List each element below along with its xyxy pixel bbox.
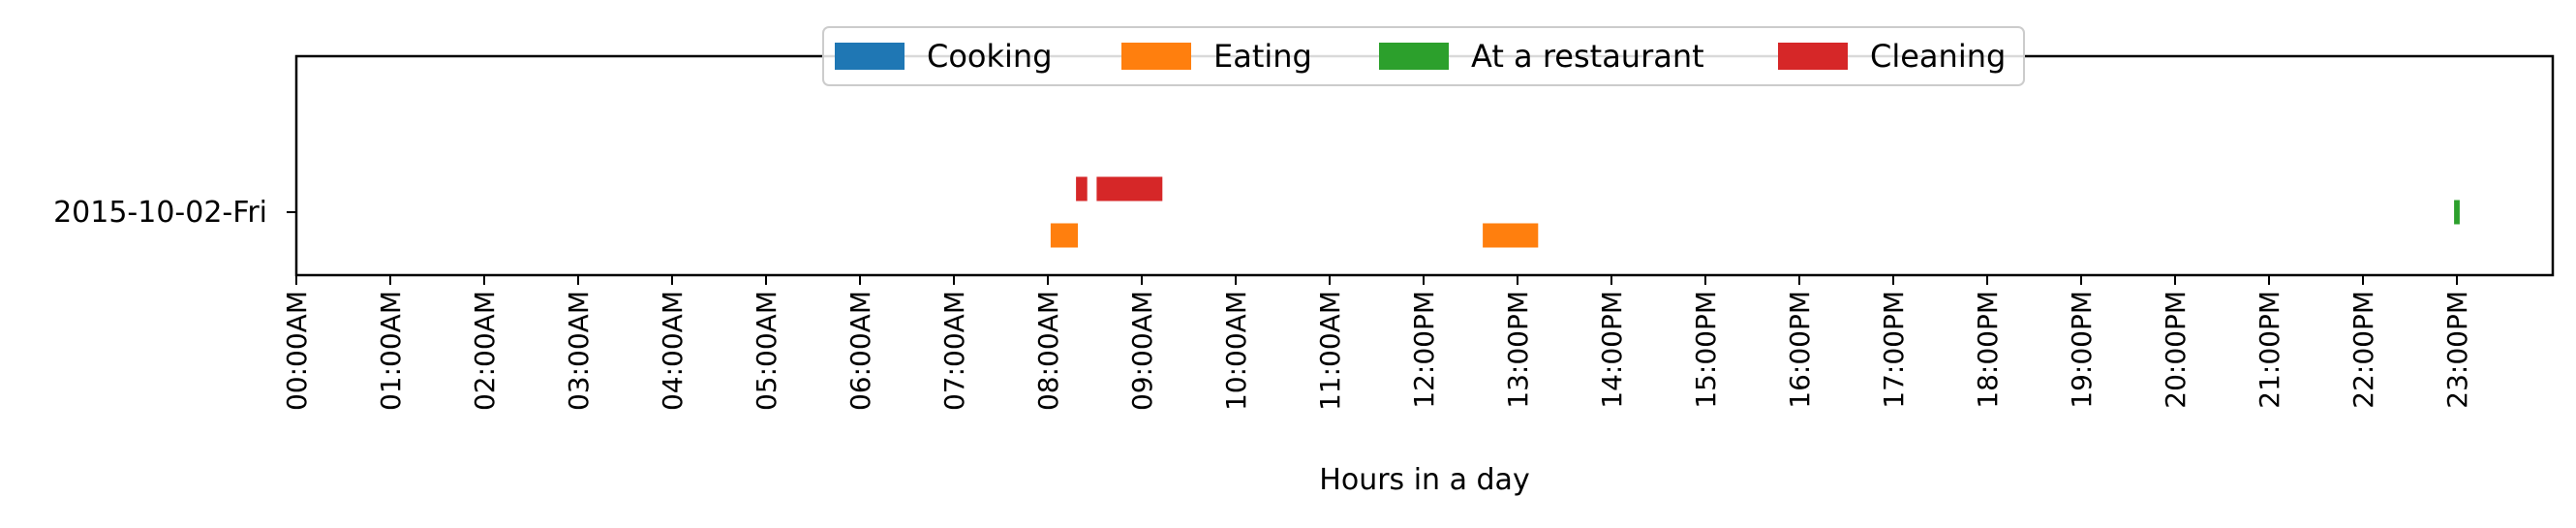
x-tick-label: 00:00AM: [281, 291, 313, 411]
x-tick-label: 21:00PM: [2254, 291, 2285, 409]
x-axis-label: Hours in a day: [1319, 463, 1529, 497]
legend-label: Eating: [1213, 38, 1312, 75]
plot-frame: [294, 54, 2555, 277]
x-tick-label: 20:00PM: [2160, 291, 2192, 409]
x-tick-label: 02:00AM: [469, 291, 501, 411]
bar-cleaning-1: [1096, 176, 1163, 202]
legend-swatch-cleaning: [1778, 43, 1848, 70]
x-tick-label: 10:00AM: [1220, 291, 1252, 411]
legend-swatch-cooking: [835, 43, 905, 70]
x-tick-label: 01:00AM: [375, 291, 407, 411]
bar-cleaning-0: [1076, 176, 1088, 202]
x-tick-label: 19:00PM: [2066, 291, 2098, 409]
x-tick-label: 04:00AM: [657, 291, 689, 411]
x-tick-label: 08:00AM: [1032, 291, 1064, 411]
x-tick-label: 16:00PM: [1784, 291, 1816, 409]
x-tick-label: 03:00AM: [563, 291, 595, 411]
bar-eating-0: [1050, 223, 1078, 248]
x-tick-label: 12:00PM: [1408, 291, 1440, 409]
x-tick-label: 13:00PM: [1502, 291, 1534, 409]
legend-label: Cleaning: [1870, 38, 2006, 75]
bars-layer: [1050, 176, 2460, 248]
x-tick-label: 22:00PM: [2347, 291, 2379, 409]
legend-label: At a restaurant: [1471, 38, 1704, 75]
x-tick-label: 11:00AM: [1314, 291, 1346, 411]
bar-at-a-restaurant-0: [2454, 200, 2460, 225]
x-tick-label: 09:00AM: [1126, 291, 1158, 411]
x-tick-label: 18:00PM: [1972, 291, 2004, 409]
x-tick-label: 15:00PM: [1690, 291, 1722, 409]
x-tick-label: 05:00AM: [751, 291, 782, 411]
x-tick-label: 14:00PM: [1596, 291, 1628, 409]
x-tick-label: 07:00AM: [938, 291, 970, 411]
x-tick-label: 06:00AM: [844, 291, 876, 411]
legend: Cooking Eating At a restaurant Cleaning: [822, 26, 2025, 86]
y-axis: 2015-10-02-Fri: [53, 196, 296, 230]
bar-eating-1: [1483, 223, 1539, 248]
legend-label: Cooking: [927, 38, 1053, 75]
x-tick-label: 17:00PM: [1878, 291, 1910, 409]
x-tick-label: 23:00PM: [2441, 291, 2473, 409]
legend-swatch-at-a-restaurant: [1379, 43, 1449, 70]
x-axis: 00:00AM 01:00AM 02:00AM 03:00AM 04:00AM 05:00…: [281, 275, 2473, 411]
y-category-label: 2015-10-02-Fri: [53, 196, 267, 230]
legend-swatch-eating: [1121, 43, 1191, 70]
